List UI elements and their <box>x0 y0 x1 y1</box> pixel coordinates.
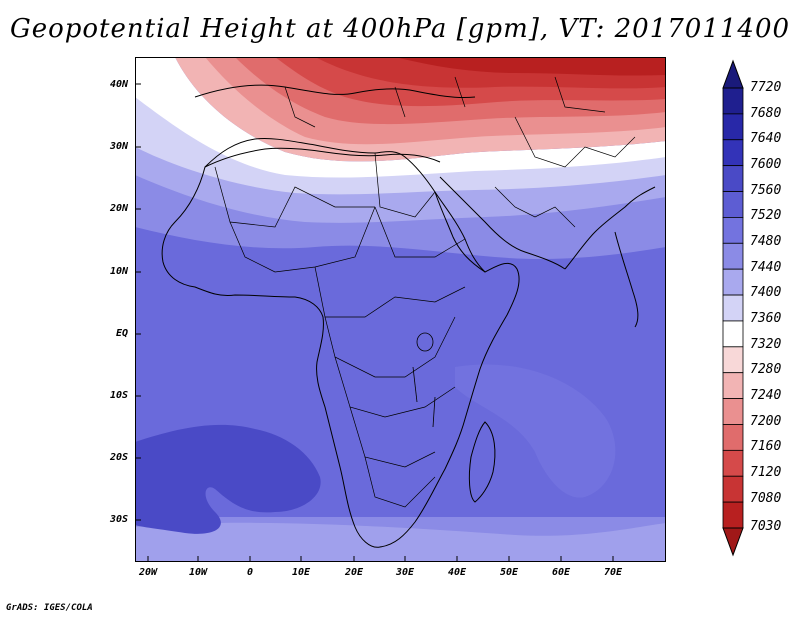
colorbar-cell <box>722 449 744 477</box>
colorbar-cell <box>722 139 744 167</box>
arabia-outline <box>439 176 566 270</box>
lat-label-30n: 30N <box>109 141 128 152</box>
india-coast <box>614 231 639 328</box>
lon-label-20w: 20W <box>138 567 158 578</box>
colorbar-label-7240: 7240 <box>750 388 782 403</box>
lon-label-20e: 20E <box>344 567 364 578</box>
border-10 <box>514 116 636 168</box>
africa-outline <box>161 138 520 548</box>
lake-victoria <box>416 332 434 352</box>
lat-label-eq: EQ <box>115 328 128 339</box>
lon-label-30e: 30E <box>395 567 415 578</box>
field-blob-south-dark <box>135 424 321 534</box>
colorbar-label-7360: 7360 <box>750 311 782 326</box>
lake-malawi <box>432 396 436 428</box>
lakes <box>412 332 436 428</box>
colorbar-cell <box>722 217 744 244</box>
credit-text: GrADS: IGES/COLA <box>6 603 93 613</box>
colorbar-cells <box>722 87 744 529</box>
colorbar-cell <box>722 475 744 503</box>
field-band-7440 <box>135 117 666 223</box>
lon-label-10w: 10W <box>188 567 208 578</box>
colorbar-cell <box>722 87 744 115</box>
colorbar-label-7280: 7280 <box>750 362 782 377</box>
lon-label-60e: 60E <box>551 567 571 578</box>
border-2 <box>229 206 376 273</box>
colorbar-label-7320: 7320 <box>750 337 782 352</box>
field-band-south-light <box>135 522 666 562</box>
colorbar-cell <box>722 294 744 322</box>
border-4 <box>324 316 456 378</box>
mediterranean-north <box>194 84 476 98</box>
colorbar-bottom-arrow <box>722 527 744 557</box>
colorbar-label-7680: 7680 <box>750 106 782 121</box>
colorbar-cell <box>722 398 744 425</box>
colorbar-label-7160: 7160 <box>750 439 782 454</box>
colorbar-cell <box>722 113 744 141</box>
field-red-7120 <box>395 57 666 76</box>
country-borders <box>214 76 636 508</box>
border-8 <box>374 152 436 218</box>
border-6 <box>349 406 436 468</box>
red-sea-west <box>434 191 486 273</box>
colorbar-label-7200: 7200 <box>750 414 782 429</box>
colorbar-label-7480: 7480 <box>750 234 782 249</box>
asia-coast <box>564 186 656 270</box>
colorbar-cell <box>722 242 744 270</box>
lat-label-10n: 10N <box>109 266 128 277</box>
lon-label-50e: 50E <box>499 567 519 578</box>
mediterranean-south <box>204 147 441 168</box>
colorbar-cell <box>722 320 744 348</box>
map-frame <box>135 57 666 562</box>
colorbar-label-7080: 7080 <box>750 491 782 506</box>
lon-label-40e: 40E <box>447 567 467 578</box>
madagascar-outline <box>468 421 496 503</box>
border-7 <box>364 456 436 508</box>
colorbar-cell <box>722 346 744 374</box>
lon-label-10e: 10E <box>291 567 311 578</box>
colorbar-label-7030: 7030 <box>750 519 782 534</box>
colorbar-label-7400: 7400 <box>750 285 782 300</box>
colorbar-label-7600: 7600 <box>750 157 782 172</box>
lon-label-70e: 70E <box>603 567 623 578</box>
colorbar-cell <box>722 372 744 399</box>
colorbar-label-7120: 7120 <box>750 465 782 480</box>
colorbar-label-7440: 7440 <box>750 260 782 275</box>
colorbar-label-7560: 7560 <box>750 183 782 198</box>
border-9 <box>374 206 466 258</box>
colorbar <box>722 59 744 557</box>
field-band-7360 <box>135 57 666 178</box>
lat-label-20n: 20N <box>109 203 128 214</box>
border-1 <box>214 166 375 228</box>
border-11 <box>494 186 576 228</box>
lat-label-30s: 30S <box>109 514 128 525</box>
lat-label-20s: 20S <box>109 452 128 463</box>
lake-tanganyika <box>412 366 418 403</box>
map-panel <box>135 57 666 562</box>
field-blob-east <box>455 364 616 498</box>
colorbar-cell <box>722 165 744 192</box>
colorbar-cell <box>722 268 744 296</box>
border-12 <box>284 76 606 128</box>
coastlines <box>161 84 656 548</box>
colorbar-cell <box>722 191 744 218</box>
geopotential-map <box>135 57 666 562</box>
lat-label-10s: 10S <box>109 390 128 401</box>
lon-label-0: 0 <box>246 567 254 578</box>
map-title: Geopotential Height at 400hPa [gpm], VT:… <box>9 14 791 44</box>
colorbar-label-7520: 7520 <box>750 208 782 223</box>
border-3 <box>314 266 466 318</box>
colorbar-label-7720: 7720 <box>750 80 782 95</box>
colorbar-cell <box>722 501 744 529</box>
lat-label-40n: 40N <box>109 79 128 90</box>
colorbar-top-arrow <box>722 59 744 89</box>
colorbar-label-7640: 7640 <box>750 131 782 146</box>
colorbar-cell <box>722 424 744 451</box>
